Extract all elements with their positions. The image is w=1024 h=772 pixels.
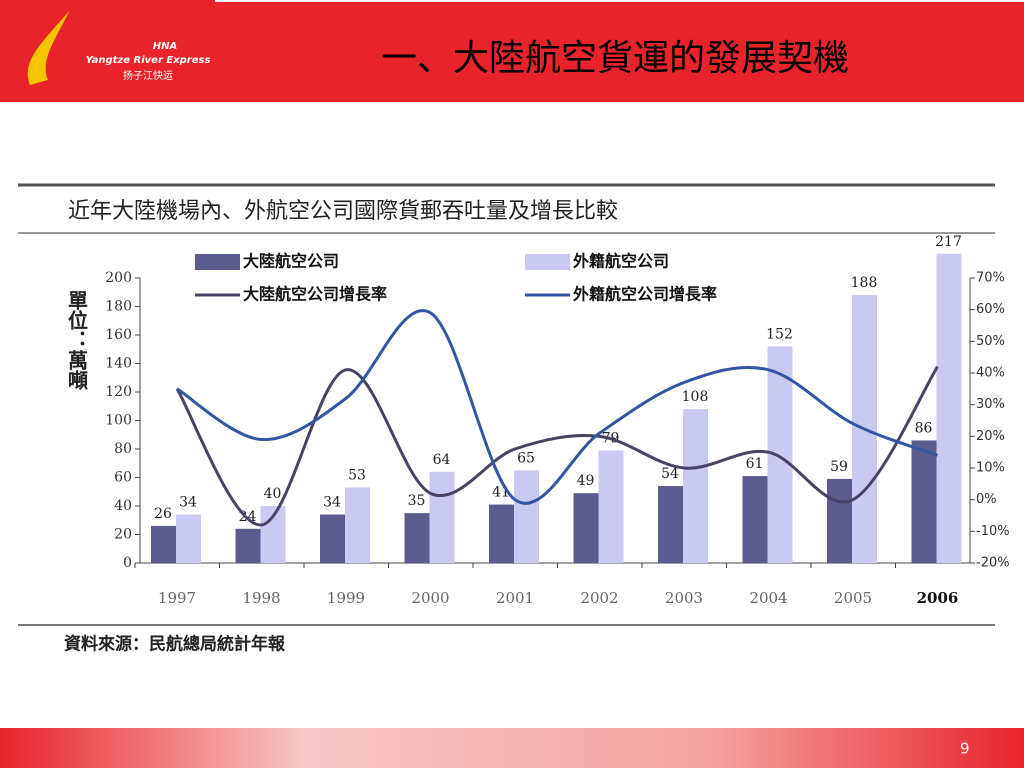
y2-tick-label: 30% (976, 397, 1005, 412)
value-label: 59 (830, 459, 848, 475)
bar (404, 513, 430, 563)
line (176, 309, 939, 505)
bar (573, 493, 599, 563)
value-label: 152 (766, 326, 793, 342)
y2-tick-label: -20% (976, 556, 1010, 571)
x-tick-label: 1997 (158, 589, 196, 607)
bar (683, 409, 708, 563)
header-line (215, 0, 1024, 2)
bar (936, 253, 962, 563)
y-tick-label: 180 (105, 299, 132, 315)
value-label: 217 (935, 234, 962, 250)
y-tick-label: 60 (114, 470, 132, 486)
value-label: 40 (264, 486, 282, 502)
x-tick-label: 2001 (496, 589, 534, 607)
value-label: 64 (433, 452, 451, 468)
value-label: 49 (577, 473, 595, 489)
logo-mark (27, 10, 70, 85)
logo-name: Yangtze River Express (86, 55, 211, 66)
bar (514, 470, 539, 563)
bar (767, 346, 793, 563)
logo-name-cn: 扬子江快运 (123, 69, 173, 82)
y-tick-label: 120 (105, 384, 132, 400)
y2-tick-label: 60% (976, 302, 1005, 317)
y-tick-label: 20 (114, 527, 132, 543)
legend-label: 大陸航空公司增長率 (243, 285, 387, 304)
bar (742, 476, 768, 563)
x-tick-label: 2005 (834, 589, 872, 607)
bar (176, 514, 201, 563)
source: 資料來源：民航總局統計年報 (64, 634, 286, 655)
bar (429, 471, 455, 563)
y-tick-label: 160 (105, 327, 132, 343)
y-axis-label: 單位：萬噸 (65, 290, 89, 391)
value-label: 65 (517, 450, 535, 466)
value-label: 188 (851, 275, 878, 291)
footer-bar (0, 728, 1024, 768)
value-label: 35 (408, 493, 426, 509)
bar (235, 528, 261, 563)
logo-brand: HNA (153, 41, 177, 52)
line (175, 365, 939, 527)
legend-label: 外籍航空公司增長率 (572, 285, 717, 304)
y2-tick-label: 10% (976, 461, 1005, 476)
value-label: 86 (915, 420, 933, 436)
y-tick-label: 80 (114, 441, 132, 457)
y2-tick-label: 50% (976, 334, 1005, 349)
bar (345, 487, 370, 563)
y-tick-label: 140 (105, 356, 132, 372)
x-tick-label: 2002 (580, 589, 618, 607)
y-tick-label: 100 (105, 413, 132, 429)
y-tick-label: 200 (105, 270, 132, 286)
y2-tick-label: 40% (976, 366, 1005, 381)
bar (658, 486, 683, 563)
page-number: 9 (960, 740, 970, 758)
bar (320, 514, 345, 563)
slide-title: 一、大陸航空貨運的發展契機 (381, 38, 849, 79)
chart-title: 近年大陸機場內、外航空公司國際貨郵吞吐量及增長比較 (68, 199, 618, 224)
x-tick-label: 1999 (327, 589, 365, 607)
x-tick-label: 2006 (917, 589, 959, 607)
x-tick-label: 2000 (411, 589, 449, 607)
x-tick-label: 1998 (242, 589, 280, 607)
bar (827, 478, 852, 563)
bar (151, 525, 176, 563)
legend-label: 大陸航空公司 (243, 252, 339, 271)
legend-swatch (525, 254, 570, 270)
x-tick-label: 2003 (665, 589, 703, 607)
plot: 0 20 40 60 80 100 120 140 160 180 200 -20% -10% 0% 10%… (105, 234, 1009, 607)
legend-swatch (195, 254, 240, 270)
bar (598, 450, 624, 563)
value-label: 54 (661, 466, 679, 482)
header-bar (0, 0, 1024, 102)
value-label: 34 (179, 495, 197, 511)
y2-tick-label: 20% (976, 429, 1005, 444)
value-label: 34 (323, 495, 341, 511)
bar (911, 440, 937, 563)
value-label: 108 (682, 389, 709, 405)
value-label: 61 (746, 456, 764, 472)
y2-tick-label: 0% (976, 492, 997, 507)
y2-tick-label: 70% (976, 271, 1005, 286)
value-label: 26 (154, 506, 172, 522)
legend-label: 外籍航空公司 (572, 252, 669, 271)
y2-tick-label: -10% (976, 524, 1010, 539)
y-tick-label: 0 (123, 555, 132, 571)
value-label: 53 (348, 467, 366, 483)
x-tick-label: 2004 (749, 589, 787, 607)
y-tick-label: 40 (114, 498, 132, 514)
bar (489, 504, 514, 563)
